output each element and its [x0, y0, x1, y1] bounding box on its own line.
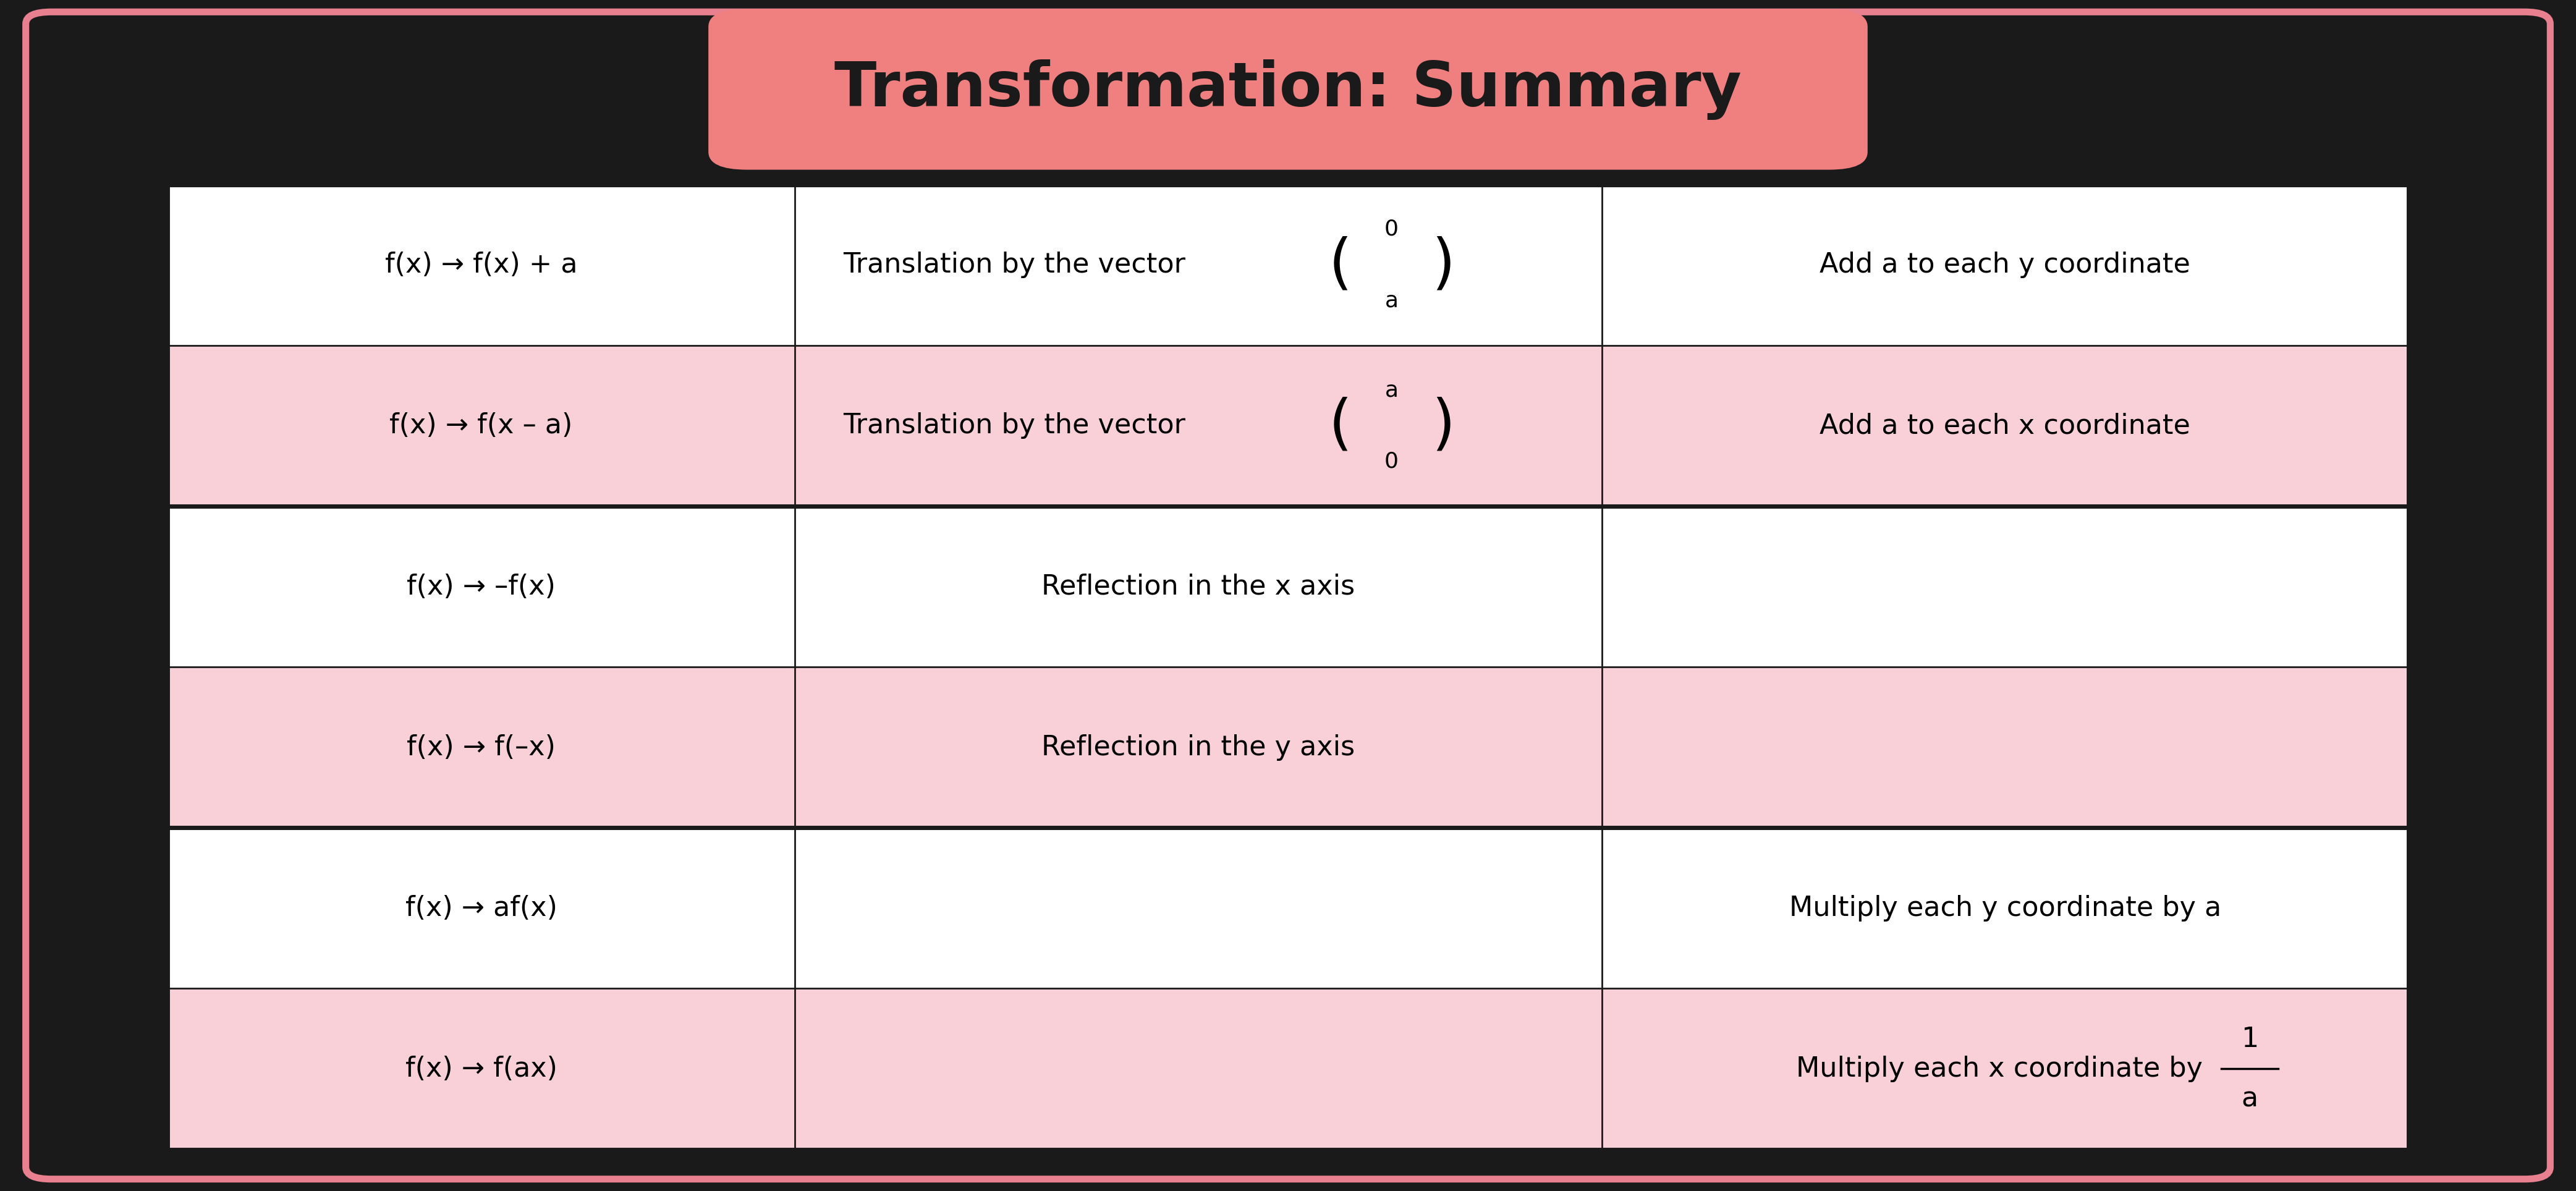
- Bar: [1602, 828, 2409, 989]
- Text: a: a: [2241, 1085, 2259, 1112]
- Text: ): ): [1432, 236, 1455, 294]
- Bar: [796, 345, 1602, 506]
- Text: (: (: [1329, 397, 1352, 455]
- Bar: [1602, 345, 2409, 506]
- Text: 1: 1: [2241, 1025, 2259, 1053]
- Text: Translation by the vector: Translation by the vector: [842, 251, 1185, 279]
- Bar: [167, 345, 796, 506]
- Text: f(x) → af(x): f(x) → af(x): [404, 894, 556, 922]
- Text: Translation by the vector: Translation by the vector: [842, 412, 1185, 439]
- FancyBboxPatch shape: [26, 12, 2550, 1179]
- Text: Transformation: Summary: Transformation: Summary: [835, 60, 1741, 119]
- Text: (: (: [1329, 236, 1352, 294]
- Text: Multiply each x coordinate by: Multiply each x coordinate by: [1795, 1055, 2210, 1083]
- Bar: [796, 667, 1602, 828]
- Text: f(x) → f(–x): f(x) → f(–x): [407, 734, 556, 761]
- Bar: [796, 185, 1602, 345]
- Bar: [1602, 667, 2409, 828]
- Text: Add a to each y coordinate: Add a to each y coordinate: [1819, 251, 2190, 279]
- Text: f(x) → f(ax): f(x) → f(ax): [404, 1055, 556, 1083]
- Bar: [796, 506, 1602, 667]
- Bar: [167, 185, 2409, 1149]
- Bar: [796, 989, 1602, 1149]
- Bar: [167, 828, 796, 989]
- Text: ): ): [1432, 397, 1455, 455]
- Bar: [1602, 506, 2409, 667]
- Bar: [167, 667, 796, 828]
- Text: Multiply each y coordinate by a: Multiply each y coordinate by a: [1790, 894, 2221, 922]
- Text: f(x) → f(x – a): f(x) → f(x – a): [389, 412, 572, 439]
- Text: f(x) → f(x) + a: f(x) → f(x) + a: [384, 251, 577, 279]
- Text: 0: 0: [1383, 219, 1399, 239]
- Text: Add a to each x coordinate: Add a to each x coordinate: [1819, 412, 2190, 439]
- Text: Reflection in the x axis: Reflection in the x axis: [1041, 573, 1355, 600]
- Bar: [167, 989, 796, 1149]
- Text: a: a: [1386, 380, 1399, 400]
- Text: 0: 0: [1383, 451, 1399, 472]
- Bar: [796, 828, 1602, 989]
- Text: f(x) → –f(x): f(x) → –f(x): [407, 573, 556, 600]
- Text: a: a: [1386, 291, 1399, 311]
- FancyBboxPatch shape: [708, 8, 1868, 169]
- Bar: [167, 185, 796, 345]
- Bar: [1602, 989, 2409, 1149]
- Bar: [1602, 185, 2409, 345]
- Text: Reflection in the y axis: Reflection in the y axis: [1041, 734, 1355, 761]
- Bar: [167, 506, 796, 667]
